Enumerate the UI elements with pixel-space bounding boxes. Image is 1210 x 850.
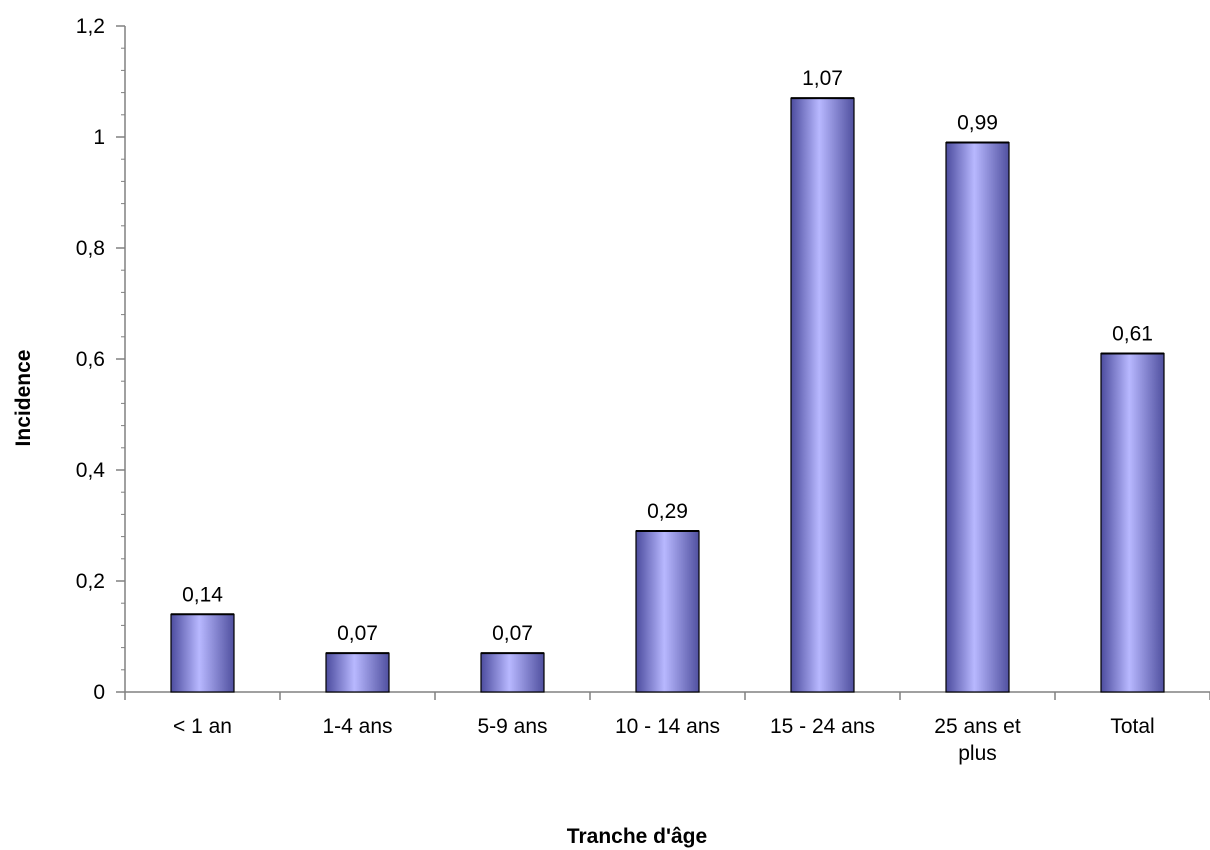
x-axis-title: Tranche d'âge — [567, 825, 707, 848]
data-label: 0,61 — [1112, 322, 1153, 345]
x-tick-label: < 1 an — [173, 715, 232, 738]
data-label: 0,99 — [957, 112, 998, 135]
x-tick-label: 15 - 24 ans — [770, 715, 875, 738]
y-axis-title: Incidence — [12, 350, 35, 447]
y-tick-label: 1 — [93, 126, 105, 149]
data-label: 1,07 — [802, 67, 843, 90]
bar-3 — [635, 530, 700, 693]
x-tick-label: 5-9 ans — [477, 715, 547, 738]
bar-4 — [790, 97, 855, 693]
data-label: 0,07 — [492, 622, 533, 645]
bar-6 — [1100, 352, 1165, 693]
y-tick-label: 0,2 — [76, 570, 105, 593]
y-tick-label: 0,8 — [76, 237, 105, 260]
y-tick-label: 0 — [93, 681, 105, 704]
y-tick-label: 1,2 — [76, 15, 105, 38]
y-tick-label: 0,4 — [76, 459, 106, 482]
data-label: 0,29 — [647, 500, 688, 523]
bar-2 — [480, 652, 545, 693]
data-label: 0,07 — [337, 622, 378, 645]
bar-1 — [325, 652, 390, 693]
data-label: 0,14 — [182, 583, 223, 606]
x-tick-label: 25 ans et — [934, 715, 1021, 738]
bar-5 — [945, 141, 1010, 693]
x-tick-label: plus — [958, 742, 997, 765]
x-tick-label: 10 - 14 ans — [615, 715, 720, 738]
bar-0 — [170, 613, 235, 693]
y-tick-label: 0,6 — [76, 348, 105, 371]
x-tick-label: Total — [1110, 715, 1154, 738]
x-tick-label: 1-4 ans — [322, 715, 392, 738]
